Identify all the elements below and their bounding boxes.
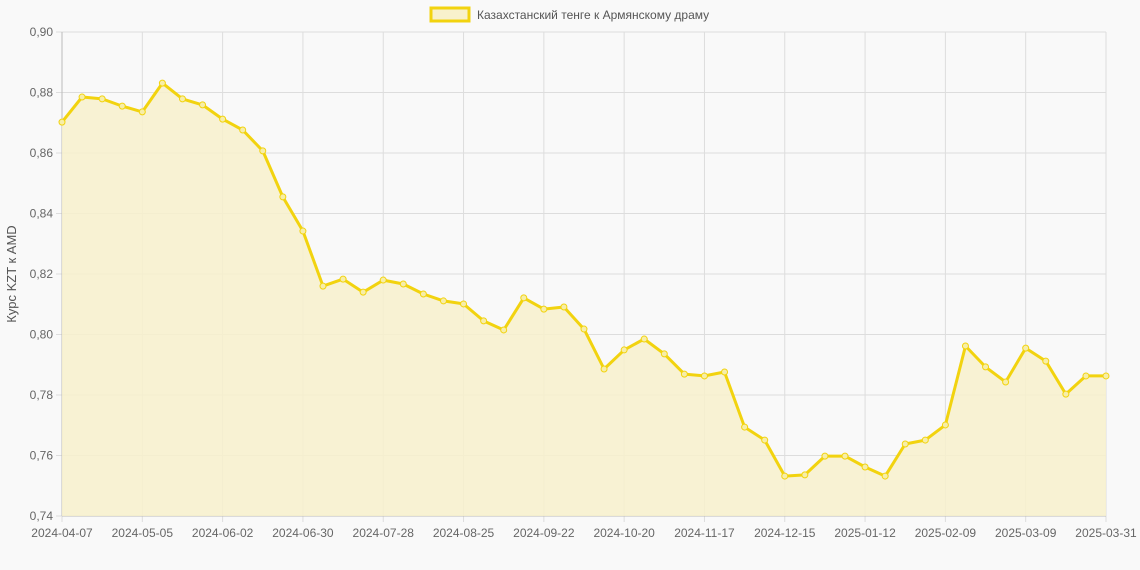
data-point <box>881 472 889 480</box>
y-axis: 0,74 0,76 0,78 0,80 0,82 0,84 0,86 0,88 0,90 <box>30 25 54 523</box>
data-points <box>58 79 1110 480</box>
data-point <box>500 326 508 334</box>
data-point <box>841 452 849 460</box>
x-tick-label: 2024-08-25 <box>433 526 495 540</box>
data-point <box>600 365 608 373</box>
data-point <box>801 471 809 479</box>
data-point <box>158 79 166 87</box>
y-tick-label: 0,74 <box>30 509 54 523</box>
data-point <box>861 463 869 471</box>
y-tick-label: 0,84 <box>30 207 54 221</box>
legend[interactable]: Казахстанский тенге к Армянскому драму <box>429 6 709 23</box>
x-tick-label: 2025-03-31 <box>1075 526 1137 540</box>
data-point <box>941 421 949 429</box>
data-point <box>199 101 207 109</box>
data-point <box>1082 372 1090 380</box>
data-point <box>1022 344 1030 352</box>
x-tick-label: 2025-02-09 <box>915 526 977 540</box>
legend-label: Казахстанский тенге к Армянскому драму <box>477 8 709 22</box>
legend-swatch <box>429 6 471 23</box>
x-tick-label: 2025-01-12 <box>834 526 896 540</box>
y-tick-label: 0,88 <box>30 86 54 100</box>
x-tick-label: 2025-03-09 <box>995 526 1057 540</box>
data-point <box>339 275 347 283</box>
data-point <box>580 325 588 333</box>
data-point <box>439 297 447 305</box>
data-point <box>921 436 929 444</box>
x-tick-label: 2024-10-20 <box>593 526 655 540</box>
data-point <box>259 147 267 155</box>
x-tick-label: 2024-09-22 <box>513 526 575 540</box>
y-tick-label: 0,82 <box>30 267 54 281</box>
x-tick-label: 2024-05-05 <box>112 526 174 540</box>
y-tick-label: 0,86 <box>30 146 54 160</box>
data-point <box>78 93 86 101</box>
x-tick-label: 2024-06-30 <box>272 526 334 540</box>
data-point <box>1002 378 1010 386</box>
data-point <box>399 280 407 288</box>
data-point <box>1062 390 1070 398</box>
data-point <box>279 193 287 201</box>
y-axis-label: Курс KZT к AMD <box>4 225 19 322</box>
data-point <box>961 342 969 350</box>
data-point <box>821 452 829 460</box>
data-point <box>982 363 990 371</box>
data-point <box>680 370 688 378</box>
data-point <box>58 118 66 126</box>
x-axis: 2024-04-07 2024-05-05 2024-06-02 2024-06-30… <box>31 526 1137 540</box>
data-point <box>98 95 106 103</box>
data-point <box>419 290 427 298</box>
data-point <box>118 102 126 110</box>
x-tick-label: 2024-07-28 <box>353 526 415 540</box>
data-point <box>1042 357 1050 365</box>
data-point <box>239 126 247 134</box>
x-tick-label: 2024-11-17 <box>674 526 735 540</box>
data-point <box>640 335 648 343</box>
data-point <box>299 227 307 235</box>
data-point <box>219 115 227 123</box>
data-point <box>901 440 909 448</box>
data-point <box>781 472 789 480</box>
y-tick-label: 0,78 <box>30 388 54 402</box>
data-point <box>741 423 749 431</box>
data-point <box>560 303 568 311</box>
data-point <box>761 436 769 444</box>
data-point <box>1102 372 1110 380</box>
data-point <box>700 372 708 380</box>
data-point <box>620 346 628 354</box>
data-point <box>138 108 146 116</box>
data-point <box>359 288 367 296</box>
y-tick-label: 0,80 <box>30 328 54 342</box>
x-tick-label: 2024-04-07 <box>31 526 93 540</box>
data-point <box>721 368 729 376</box>
data-point <box>379 276 387 284</box>
x-tick-label: 2024-12-15 <box>754 526 816 540</box>
data-point <box>660 350 668 358</box>
x-tick-label: 2024-06-02 <box>192 526 254 540</box>
data-point <box>480 317 488 325</box>
y-tick-label: 0,76 <box>30 449 54 463</box>
data-point <box>178 95 186 103</box>
data-point <box>319 282 327 290</box>
series-area-fill <box>62 83 1106 516</box>
data-point <box>520 294 528 302</box>
y-tick-label: 0,90 <box>30 25 54 39</box>
data-point <box>540 305 548 313</box>
data-point <box>460 300 468 308</box>
